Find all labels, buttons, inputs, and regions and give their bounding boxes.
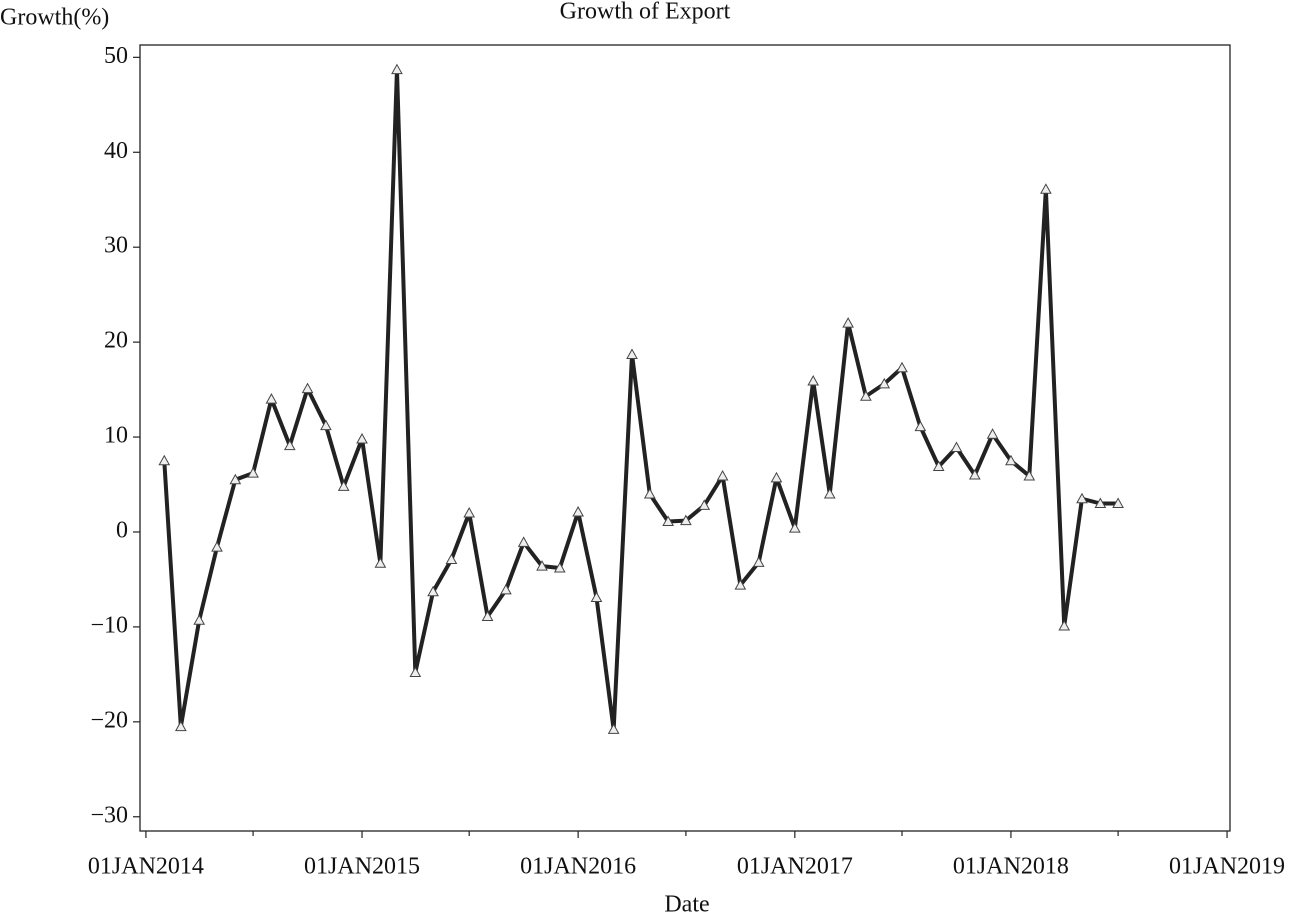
marker	[337, 480, 350, 491]
marker	[662, 515, 674, 527]
marker	[680, 514, 692, 526]
marker	[788, 522, 801, 533]
marker	[643, 487, 656, 499]
marker	[823, 487, 836, 499]
marker	[409, 666, 422, 677]
marker	[807, 375, 820, 386]
marker	[1112, 497, 1124, 508]
marker	[356, 432, 368, 444]
marker	[463, 506, 476, 518]
marker	[158, 454, 171, 466]
marker	[698, 499, 711, 510]
x-tick-label: 01JAN2015	[304, 854, 420, 880]
y-tick-label: 10	[104, 423, 128, 449]
series-line	[162, 67, 1119, 732]
marker	[590, 591, 603, 602]
marker	[860, 390, 872, 401]
marker	[572, 506, 584, 517]
marker	[1076, 492, 1088, 504]
marker	[247, 467, 259, 478]
y-tick-label: −20	[90, 707, 128, 733]
marker	[1005, 454, 1017, 466]
x-tick-label: 01JAN2018	[953, 854, 1069, 880]
chart-title: Growth of Export	[560, 0, 731, 25]
marker	[752, 556, 765, 567]
marker	[500, 583, 512, 595]
marker	[1023, 469, 1036, 481]
marker	[481, 610, 494, 621]
x-tick-label: 01JAN2019	[1169, 854, 1285, 880]
plot-frame	[139, 44, 1231, 832]
marker	[950, 441, 963, 452]
marker	[175, 720, 187, 732]
marker	[283, 439, 296, 451]
marker	[517, 536, 530, 547]
marker	[770, 471, 783, 483]
marker	[193, 614, 206, 625]
y-tick-label: 0	[116, 517, 128, 543]
x-tick-label: 01JAN2017	[737, 854, 853, 880]
marker	[878, 377, 891, 389]
x-tick-label: 01JAN2016	[520, 854, 636, 880]
y-tick-label: 30	[104, 233, 128, 259]
marker	[536, 560, 548, 571]
marker	[229, 473, 242, 485]
marker	[1040, 183, 1052, 194]
marker	[607, 723, 620, 734]
x-tick-label: 01JAN2014	[88, 854, 204, 880]
marker	[301, 382, 314, 394]
marker	[265, 393, 278, 404]
y-tick-label: −10	[90, 612, 128, 638]
marker	[211, 541, 223, 552]
marker	[445, 553, 458, 565]
y-tick-label: 20	[104, 328, 128, 354]
marker	[1058, 619, 1071, 631]
y-tick-label: 50	[104, 43, 128, 69]
marker	[391, 63, 403, 75]
marker	[842, 317, 854, 328]
y-tick-label: −30	[90, 802, 128, 828]
marker	[986, 428, 999, 439]
marker	[734, 579, 747, 590]
marker	[427, 585, 439, 597]
marker	[932, 460, 945, 471]
y-tick-label: 40	[104, 138, 128, 164]
marker	[1094, 497, 1107, 508]
marker	[896, 361, 908, 373]
marker	[626, 348, 638, 359]
x-axis-title: Date	[664, 892, 709, 916]
marker	[716, 469, 729, 481]
marker	[320, 419, 332, 431]
marker	[553, 562, 566, 573]
marker	[914, 420, 927, 432]
marker	[968, 468, 981, 480]
y-axis-title: Growth(%)	[0, 5, 109, 31]
marker	[374, 557, 387, 568]
